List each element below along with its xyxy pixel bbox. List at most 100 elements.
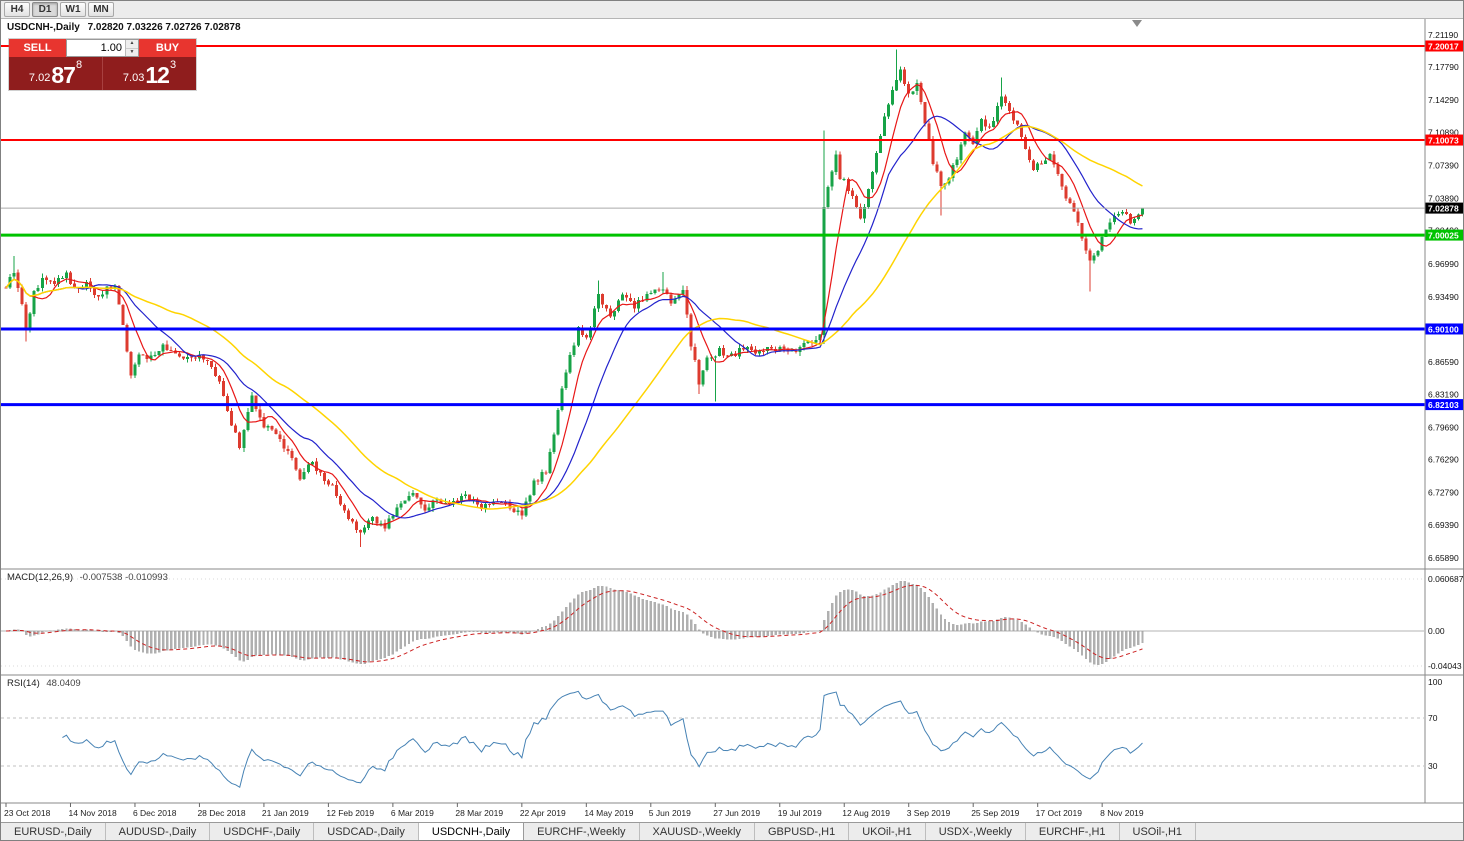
tab-usdx-weekly[interactable]: USDX-,Weekly bbox=[925, 823, 1026, 840]
chart-symbol-timeframe: USDCNH-,Daily bbox=[7, 22, 80, 33]
tab-audusd-daily[interactable]: AUDUSD-,Daily bbox=[105, 823, 211, 840]
svg-text:3 Sep 2019: 3 Sep 2019 bbox=[907, 808, 951, 818]
tab-usdchf-daily[interactable]: USDCHF-,Daily bbox=[210, 823, 315, 840]
sell-price[interactable]: 7.02 87 8 bbox=[9, 57, 103, 90]
svg-text:7.21190: 7.21190 bbox=[1428, 30, 1458, 40]
svg-text:28 Mar 2019: 28 Mar 2019 bbox=[455, 808, 503, 818]
svg-text:5 Jun 2019: 5 Jun 2019 bbox=[649, 808, 691, 818]
svg-text:6.96990: 6.96990 bbox=[1428, 259, 1459, 269]
svg-text:8 Nov 2019: 8 Nov 2019 bbox=[1100, 808, 1144, 818]
moving-average-38 bbox=[5, 125, 1143, 510]
macd-pane[interactable] bbox=[1, 570, 1424, 675]
macd-axis-label: 0.00 bbox=[1428, 626, 1445, 636]
svg-text:25 Sep 2019: 25 Sep 2019 bbox=[971, 808, 1019, 818]
svg-text:22 Apr 2019: 22 Apr 2019 bbox=[520, 808, 566, 818]
macd-indicator-values: -0.007538 -0.010993 bbox=[79, 572, 168, 583]
rsi-line bbox=[62, 690, 1143, 789]
sell-price-sup: 8 bbox=[75, 59, 83, 71]
timeframe-button-d1[interactable]: D1 bbox=[32, 2, 58, 17]
svg-text:7.10890: 7.10890 bbox=[1428, 127, 1459, 137]
svg-text:12 Feb 2019: 12 Feb 2019 bbox=[326, 808, 374, 818]
buy-price-big: 12 bbox=[145, 62, 170, 88]
buy-price-prefix: 7.03 bbox=[122, 72, 145, 84]
price-axis[interactable]: 7.21190 7.17790 7.14290 7.10890 7.07390 7.038… bbox=[1428, 30, 1459, 563]
svg-text:6.82103: 6.82103 bbox=[1428, 400, 1459, 410]
timeframe-button-mn[interactable]: MN bbox=[88, 2, 114, 17]
svg-text:6.83190: 6.83190 bbox=[1428, 389, 1459, 399]
chart-canvas[interactable]: 7.211907.177907.142907.108907.073907.038… bbox=[1, 19, 1464, 824]
one-click-trade-panel: SELL 1.00 ▲ ▼ BUY 7.02 87 8 7.03 bbox=[9, 39, 196, 90]
spinner-down-icon[interactable]: ▼ bbox=[126, 48, 138, 56]
svg-text:6.72790: 6.72790 bbox=[1428, 488, 1459, 498]
volume-spinner[interactable]: ▲ ▼ bbox=[125, 40, 138, 56]
rsi-indicator-name: RSI(14) bbox=[7, 678, 40, 689]
svg-text:6.69390: 6.69390 bbox=[1428, 520, 1459, 530]
timeframe-button-w1[interactable]: W1 bbox=[60, 2, 86, 17]
svg-text:6.90100: 6.90100 bbox=[1428, 324, 1459, 334]
svg-text:7.10073: 7.10073 bbox=[1428, 136, 1459, 146]
current-price-marker: 7.02878 bbox=[1, 202, 1463, 214]
svg-text:19 Jul 2019: 19 Jul 2019 bbox=[778, 808, 822, 818]
tab-eurchf-weekly[interactable]: EURCHF-,Weekly bbox=[524, 823, 640, 840]
svg-text:6.86590: 6.86590 bbox=[1428, 357, 1459, 367]
sell-price-prefix: 7.02 bbox=[28, 72, 51, 84]
svg-text:7.07390: 7.07390 bbox=[1428, 160, 1459, 170]
macd-axis-label: 0.060687 bbox=[1428, 574, 1464, 584]
buy-button[interactable]: BUY bbox=[139, 39, 196, 57]
rsi-axis-label: 30 bbox=[1428, 761, 1438, 771]
tab-eurusd-daily[interactable]: EURUSD-,Daily bbox=[1, 823, 106, 840]
rsi-pane[interactable] bbox=[1, 676, 1424, 802]
chart-tabs-bar: EURUSD-,Daily AUDUSD-,Daily USDCHF-,Daily U… bbox=[1, 822, 1463, 840]
sell-button[interactable]: SELL bbox=[9, 39, 66, 57]
tab-usoil-h1[interactable]: USOil-,H1 bbox=[1119, 823, 1197, 840]
svg-text:6 Mar 2019: 6 Mar 2019 bbox=[391, 808, 434, 818]
rsi-pane-title: RSI(14) 48.0409 bbox=[7, 678, 81, 689]
tab-ukoil-h1[interactable]: UKOil-,H1 bbox=[849, 823, 926, 840]
svg-text:6.93490: 6.93490 bbox=[1428, 292, 1459, 302]
time-axis[interactable]: 23 Oct 2018 14 Nov 2018 6 Dec 2018 28 Dec 2… bbox=[4, 803, 1144, 818]
tab-usdcnh-daily[interactable]: USDCNH-,Daily bbox=[418, 823, 525, 840]
macd-signal-line bbox=[5, 584, 1143, 663]
svg-text:23 Oct 2018: 23 Oct 2018 bbox=[4, 808, 51, 818]
tab-xauusd-weekly[interactable]: XAUUSD-,Weekly bbox=[639, 823, 755, 840]
volume-value[interactable]: 1.00 bbox=[100, 42, 122, 54]
svg-text:21 Jan 2019: 21 Jan 2019 bbox=[262, 808, 309, 818]
svg-text:7.03890: 7.03890 bbox=[1428, 194, 1459, 204]
rsi-axis-label: 100 bbox=[1428, 677, 1442, 687]
svg-text:6.65890: 6.65890 bbox=[1428, 553, 1459, 563]
svg-text:14 May 2019: 14 May 2019 bbox=[584, 808, 633, 818]
volume-input[interactable]: 1.00 ▲ ▼ bbox=[66, 39, 139, 57]
sell-price-big: 87 bbox=[51, 62, 76, 88]
tab-gbpusd-h1[interactable]: GBPUSD-,H1 bbox=[754, 823, 850, 840]
macd-indicator-name: MACD(12,26,9) bbox=[7, 572, 73, 583]
horizontal-level-lines[interactable]: 7.20017 7.10073 7.00025 6.90100 6.82103 bbox=[1, 40, 1464, 411]
moving-average-17 bbox=[5, 115, 1143, 519]
svg-text:7.14290: 7.14290 bbox=[1428, 95, 1459, 105]
chart-ohlc-values: 7.02820 7.03226 7.02726 7.02878 bbox=[87, 22, 241, 33]
main-chart-pane[interactable] bbox=[1, 19, 1424, 568]
svg-text:27 Jun 2019: 27 Jun 2019 bbox=[713, 808, 760, 818]
svg-text:6.76290: 6.76290 bbox=[1428, 455, 1459, 465]
buy-price-sup: 3 bbox=[169, 59, 177, 71]
svg-text:12 Aug 2019: 12 Aug 2019 bbox=[842, 808, 890, 818]
svg-text:6 Dec 2018: 6 Dec 2018 bbox=[133, 808, 177, 818]
svg-text:7.20017: 7.20017 bbox=[1428, 41, 1459, 51]
chart-title: USDCNH-,Daily 7.02820 7.03226 7.02726 7.… bbox=[7, 22, 241, 33]
timeframe-toolbar: H4 D1 W1 MN bbox=[1, 1, 1463, 19]
svg-text:7.02878: 7.02878 bbox=[1428, 204, 1459, 214]
timeframe-button-h4[interactable]: H4 bbox=[4, 2, 30, 17]
macd-pane-title: MACD(12,26,9) -0.007538 -0.010993 bbox=[7, 572, 168, 583]
buy-price[interactable]: 7.03 12 3 bbox=[103, 57, 196, 90]
rsi-indicator-value: 48.0409 bbox=[46, 678, 81, 689]
svg-text:14 Nov 2018: 14 Nov 2018 bbox=[68, 808, 116, 818]
spinner-up-icon[interactable]: ▲ bbox=[126, 40, 138, 49]
svg-text:7.00025: 7.00025 bbox=[1428, 231, 1459, 241]
chart-window: 7.21190 7.17790 7.14290 7.10890 7.07390 7.038… bbox=[1, 19, 1464, 824]
tab-usdcad-daily[interactable]: USDCAD-,Daily bbox=[314, 823, 419, 840]
rsi-axis-label: 70 bbox=[1428, 713, 1438, 723]
tab-eurchf-h1[interactable]: EURCHF-,H1 bbox=[1025, 823, 1120, 840]
svg-text:6.79690: 6.79690 bbox=[1428, 422, 1459, 432]
chart-shift-marker-icon[interactable] bbox=[1132, 20, 1142, 27]
svg-text:7.17790: 7.17790 bbox=[1428, 62, 1459, 72]
